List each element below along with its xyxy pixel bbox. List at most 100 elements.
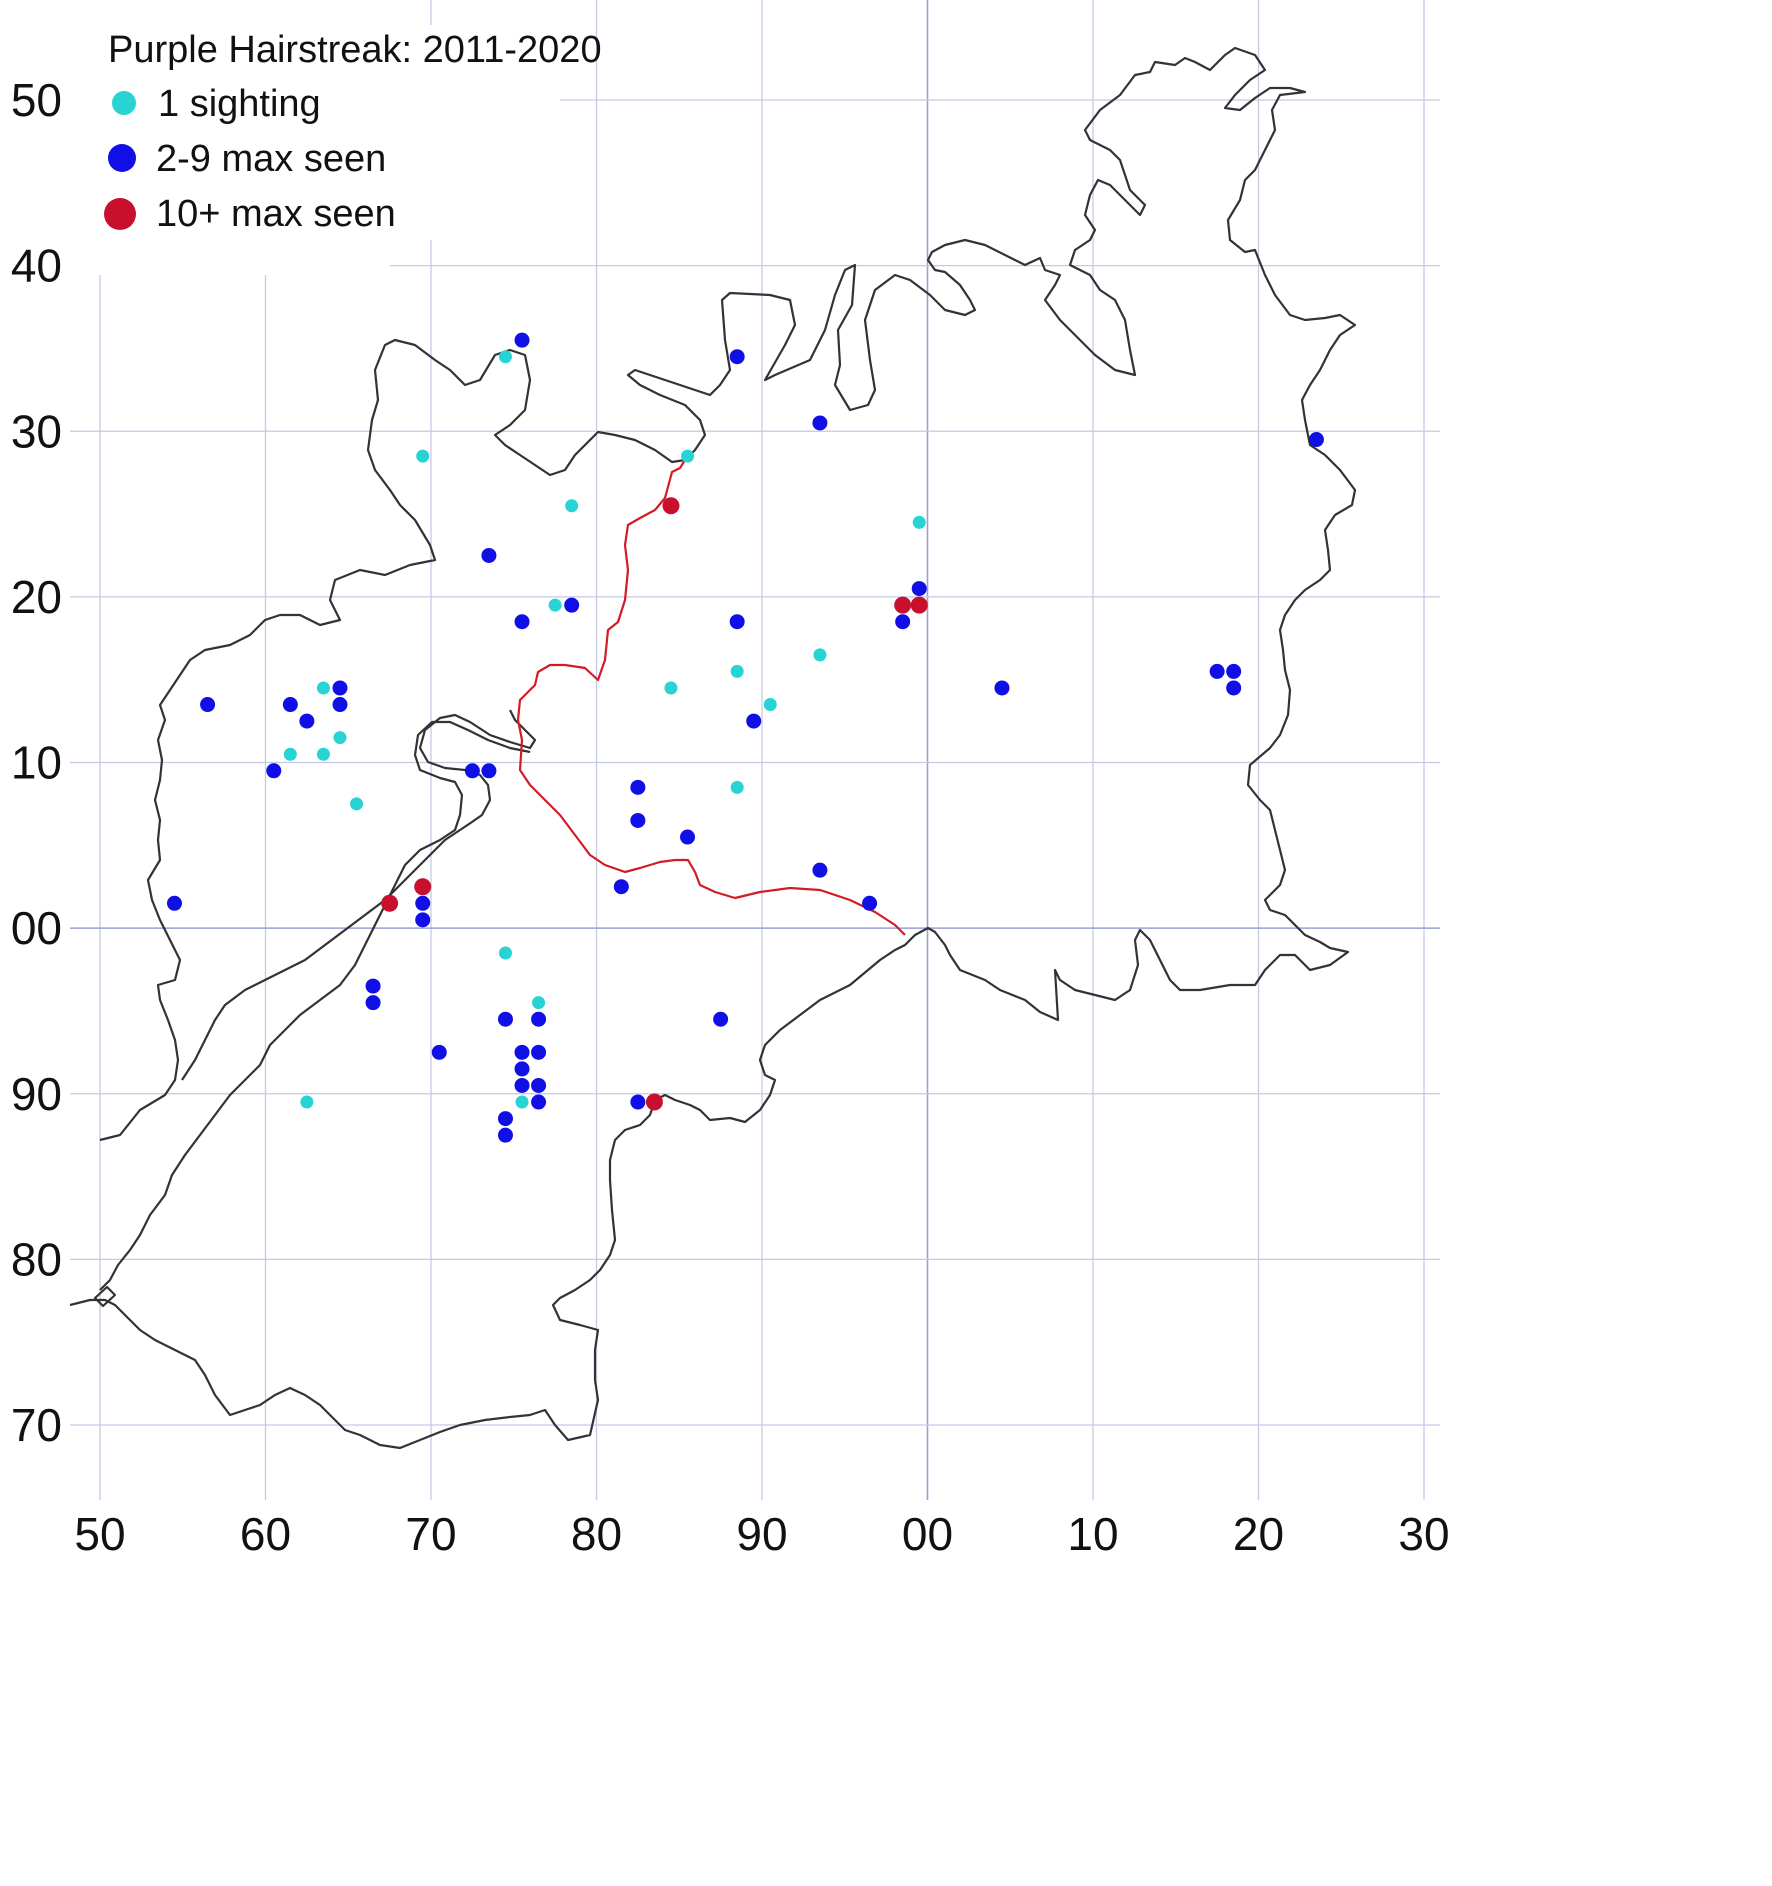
sighting-point-2-9 bbox=[812, 862, 828, 878]
sighting-point-1 bbox=[316, 681, 330, 695]
sighting-point-2-9 bbox=[266, 763, 282, 779]
sighting-point-2-9 bbox=[630, 1094, 646, 1110]
sighting-point-2-9 bbox=[365, 978, 381, 994]
estuary-bank-north bbox=[181, 709, 537, 1081]
sighting-point-2-9 bbox=[613, 879, 629, 895]
x-tick-label: 90 bbox=[736, 1508, 787, 1560]
sighting-point-2-9 bbox=[729, 349, 745, 365]
y-tick-label: 70 bbox=[11, 1399, 62, 1451]
x-tick-label: 60 bbox=[240, 1508, 291, 1560]
sighting-point-1 bbox=[681, 449, 695, 463]
sighting-point-2-9 bbox=[746, 713, 762, 729]
x-tick-label: 70 bbox=[405, 1508, 456, 1560]
sighting-point-1 bbox=[498, 350, 512, 364]
sighting-point-2-9 bbox=[531, 1044, 547, 1060]
sighting-point-2-9 bbox=[564, 597, 580, 613]
sighting-point-2-9 bbox=[514, 1044, 530, 1060]
sightings-layer bbox=[166, 332, 1324, 1143]
legend-background bbox=[100, 25, 560, 240]
sighting-point-2-9 bbox=[299, 713, 315, 729]
sighting-point-2-9 bbox=[332, 680, 348, 696]
sighting-point-1 bbox=[515, 1095, 529, 1109]
sighting-point-1 bbox=[350, 797, 364, 811]
sighting-point-2-9 bbox=[862, 895, 878, 911]
sighting-point-2-9 bbox=[514, 332, 530, 348]
y-tick-label: 90 bbox=[11, 1068, 62, 1120]
county-boundary bbox=[69, 46, 1357, 1450]
grid-lines bbox=[70, 0, 1440, 1500]
y-tick-label: 20 bbox=[11, 571, 62, 623]
sighting-point-2-9 bbox=[514, 1061, 530, 1077]
x-tick-label: 20 bbox=[1233, 1508, 1284, 1560]
sighting-point-2-9 bbox=[332, 697, 348, 713]
sighting-point-2-9 bbox=[464, 763, 480, 779]
sighting-point-2-9 bbox=[514, 614, 530, 630]
sighting-point-10-plus bbox=[662, 497, 680, 515]
legend-label-2-9-max: 2-9 max seen bbox=[156, 138, 386, 180]
y-tick-label: 80 bbox=[11, 1233, 62, 1285]
sighting-point-10-plus bbox=[414, 878, 432, 896]
sighting-point-2-9 bbox=[497, 1011, 513, 1027]
y-tick-label: 40 bbox=[11, 240, 62, 292]
sighting-point-2-9 bbox=[1226, 663, 1242, 679]
sighting-point-10-plus bbox=[381, 894, 399, 912]
sighting-point-10-plus bbox=[910, 596, 928, 614]
sighting-point-1 bbox=[912, 515, 926, 529]
sighting-point-1 bbox=[730, 780, 744, 794]
sighting-point-2-9 bbox=[415, 912, 431, 928]
sighting-point-2-9 bbox=[1209, 663, 1225, 679]
sighting-point-2-9 bbox=[481, 763, 497, 779]
sighting-point-2-9 bbox=[994, 680, 1010, 696]
sighting-point-2-9 bbox=[729, 614, 745, 630]
legend-label-10-plus-max: 10+ max seen bbox=[156, 193, 396, 235]
sighting-point-1 bbox=[548, 598, 562, 612]
sighting-point-2-9 bbox=[200, 697, 216, 713]
legend-swatch-2-9-max bbox=[108, 144, 136, 172]
sighting-point-1 bbox=[565, 499, 579, 513]
sighting-point-2-9 bbox=[497, 1111, 513, 1127]
sighting-point-2-9 bbox=[895, 614, 911, 630]
sighting-point-1 bbox=[664, 681, 678, 695]
y-tick-label: 30 bbox=[11, 405, 62, 457]
y-tick-label: 00 bbox=[11, 902, 62, 954]
y-tick-label: 10 bbox=[11, 737, 62, 789]
sighting-point-2-9 bbox=[531, 1011, 547, 1027]
sighting-point-2-9 bbox=[481, 547, 497, 563]
x-tick-label: 30 bbox=[1398, 1508, 1449, 1560]
legend-label-1-sighting: 1 sighting bbox=[158, 83, 321, 125]
estuary-mouth-marker bbox=[93, 1285, 117, 1308]
estuary-bank-south bbox=[99, 720, 531, 1291]
sighting-point-1 bbox=[283, 747, 297, 761]
legend-swatch-10-plus-max bbox=[104, 198, 136, 230]
y-tick-label: 50 bbox=[11, 74, 62, 126]
sighting-point-2-9 bbox=[166, 895, 182, 911]
sighting-point-1 bbox=[730, 664, 744, 678]
sighting-point-2-9 bbox=[713, 1011, 729, 1027]
sighting-point-1 bbox=[316, 747, 330, 761]
sighting-point-2-9 bbox=[680, 829, 696, 845]
sighting-point-2-9 bbox=[630, 779, 646, 795]
sighting-point-2-9 bbox=[531, 1094, 547, 1110]
sighting-point-2-9 bbox=[415, 895, 431, 911]
sighting-point-1 bbox=[300, 1095, 314, 1109]
sighting-point-2-9 bbox=[365, 995, 381, 1011]
internal-boundary-line bbox=[516, 459, 906, 936]
x-tick-label: 50 bbox=[74, 1508, 125, 1560]
sighting-point-1 bbox=[813, 648, 827, 662]
sighting-point-1 bbox=[333, 731, 347, 745]
sighting-point-2-9 bbox=[812, 415, 828, 431]
sighting-point-2-9 bbox=[1308, 432, 1324, 448]
sighting-point-2-9 bbox=[282, 697, 298, 713]
sighting-point-1 bbox=[416, 449, 430, 463]
sighting-point-2-9 bbox=[531, 1077, 547, 1093]
sighting-point-2-9 bbox=[630, 812, 646, 828]
sighting-point-2-9 bbox=[911, 581, 927, 597]
x-tick-label: 80 bbox=[571, 1508, 622, 1560]
x-tick-label: 00 bbox=[902, 1508, 953, 1560]
x-tick-label: 10 bbox=[1067, 1508, 1118, 1560]
sighting-point-1 bbox=[763, 698, 777, 712]
sighting-point-10-plus bbox=[645, 1093, 663, 1111]
axis-tick-labels: 50 60 70 80 90 00 10 20 30 50 40 30 20 10 00 90 80 70 bbox=[11, 74, 1450, 1560]
sighting-point-2-9 bbox=[1226, 680, 1242, 696]
